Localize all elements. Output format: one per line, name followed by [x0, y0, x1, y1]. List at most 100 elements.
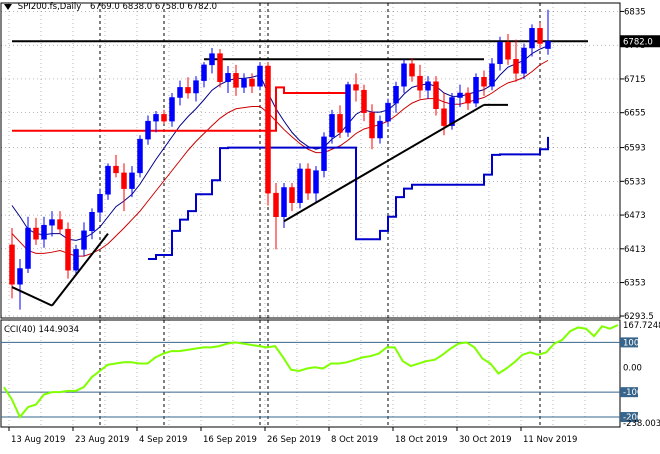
candle-body — [457, 92, 463, 98]
candle — [385, 98, 391, 127]
candle — [33, 217, 39, 245]
candle — [489, 58, 495, 91]
price-layer — [9, 9, 588, 310]
candle-body — [257, 65, 263, 87]
candle-body — [449, 97, 455, 126]
price-panel-frame — [0, 2, 621, 319]
y-tick-label: 6473 — [624, 211, 646, 221]
candle-body — [329, 114, 335, 138]
candle — [481, 70, 487, 96]
candle — [529, 24, 535, 57]
candle-body — [113, 165, 119, 174]
candle-body — [289, 187, 295, 203]
candle-body — [369, 112, 375, 139]
x-tick-label: 4 Sep 2019 — [139, 435, 187, 445]
candle — [41, 216, 47, 248]
candle-body — [129, 172, 135, 189]
candle — [457, 84, 463, 108]
candle-body — [537, 28, 543, 44]
candle-body — [33, 227, 39, 240]
candle — [89, 208, 95, 240]
candle — [113, 154, 119, 178]
y-tick-label: 6533 — [624, 177, 646, 187]
candle — [233, 64, 239, 96]
symbol-timeframe: SPI200.fs,Daily — [17, 2, 82, 12]
candle — [409, 58, 415, 82]
x-tick-label: 16 Sep 2019 — [203, 435, 257, 445]
candle — [321, 132, 327, 178]
x-tick-label: 18 Oct 2019 — [395, 435, 448, 445]
candle — [25, 216, 31, 273]
candle-body — [345, 84, 351, 133]
candle — [241, 73, 247, 93]
candle-body — [497, 42, 503, 64]
candle — [177, 80, 183, 106]
candle-body — [441, 108, 447, 126]
y-tick-label: 6353 — [624, 279, 646, 289]
candle-body — [9, 244, 15, 285]
candle — [249, 73, 255, 93]
candle-body — [337, 114, 343, 133]
candle — [377, 115, 383, 144]
candle-body — [145, 120, 151, 140]
candle — [545, 9, 551, 55]
candle — [417, 64, 423, 99]
cci-tick-label: 100 — [623, 338, 639, 348]
candle — [289, 183, 295, 212]
cci-level-tag — [620, 412, 638, 423]
price-tag — [620, 35, 660, 48]
candle-body — [209, 53, 215, 66]
candle — [153, 111, 159, 133]
candle-body — [465, 92, 471, 104]
candle-body — [305, 168, 311, 194]
dropdown-triangle-icon[interactable] — [4, 3, 12, 10]
candle-body — [521, 47, 527, 74]
candle-body — [273, 192, 279, 217]
candle — [201, 62, 207, 88]
cci-line — [3, 324, 619, 419]
candle — [57, 211, 63, 234]
candle-body — [193, 80, 199, 94]
trailing-stop-blue — [148, 136, 549, 260]
x-tick-label: 13 Aug 2019 — [11, 435, 65, 445]
candle — [81, 222, 87, 257]
cci-tick-label: -100 — [623, 388, 642, 398]
candle-body — [17, 268, 23, 285]
candle — [273, 183, 279, 250]
axis-layer: 6835677567156655659365336473641363536293… — [8, 7, 660, 445]
candle-body — [177, 87, 183, 98]
candle — [393, 81, 399, 113]
candle-body — [25, 227, 31, 269]
candle — [537, 22, 543, 48]
candle-body — [409, 63, 415, 77]
candle — [513, 39, 519, 82]
candle-body — [545, 41, 551, 49]
candle — [169, 93, 175, 127]
cci-layer — [1, 324, 620, 419]
candle-body — [529, 28, 535, 49]
candle-body — [401, 63, 407, 87]
candle-body — [121, 172, 127, 189]
candle — [185, 77, 191, 99]
candle — [97, 188, 103, 220]
candle — [361, 84, 367, 122]
candle-body — [353, 84, 359, 91]
candle-body — [225, 73, 231, 82]
candle-body — [73, 249, 79, 271]
candle — [465, 87, 471, 110]
candle-body — [201, 64, 207, 81]
y-tick-label: 6655 — [624, 109, 646, 119]
candle — [425, 76, 431, 99]
candle-body — [297, 168, 303, 203]
y-tick-label: 6413 — [624, 245, 646, 255]
candle — [305, 163, 311, 200]
candle-body — [241, 78, 247, 88]
candle-body — [153, 114, 159, 122]
cci-level-tag — [620, 387, 638, 398]
trailing-stop-red — [12, 86, 348, 132]
candle-body — [281, 187, 287, 217]
candle-body — [513, 59, 519, 74]
candle-body — [433, 81, 439, 109]
